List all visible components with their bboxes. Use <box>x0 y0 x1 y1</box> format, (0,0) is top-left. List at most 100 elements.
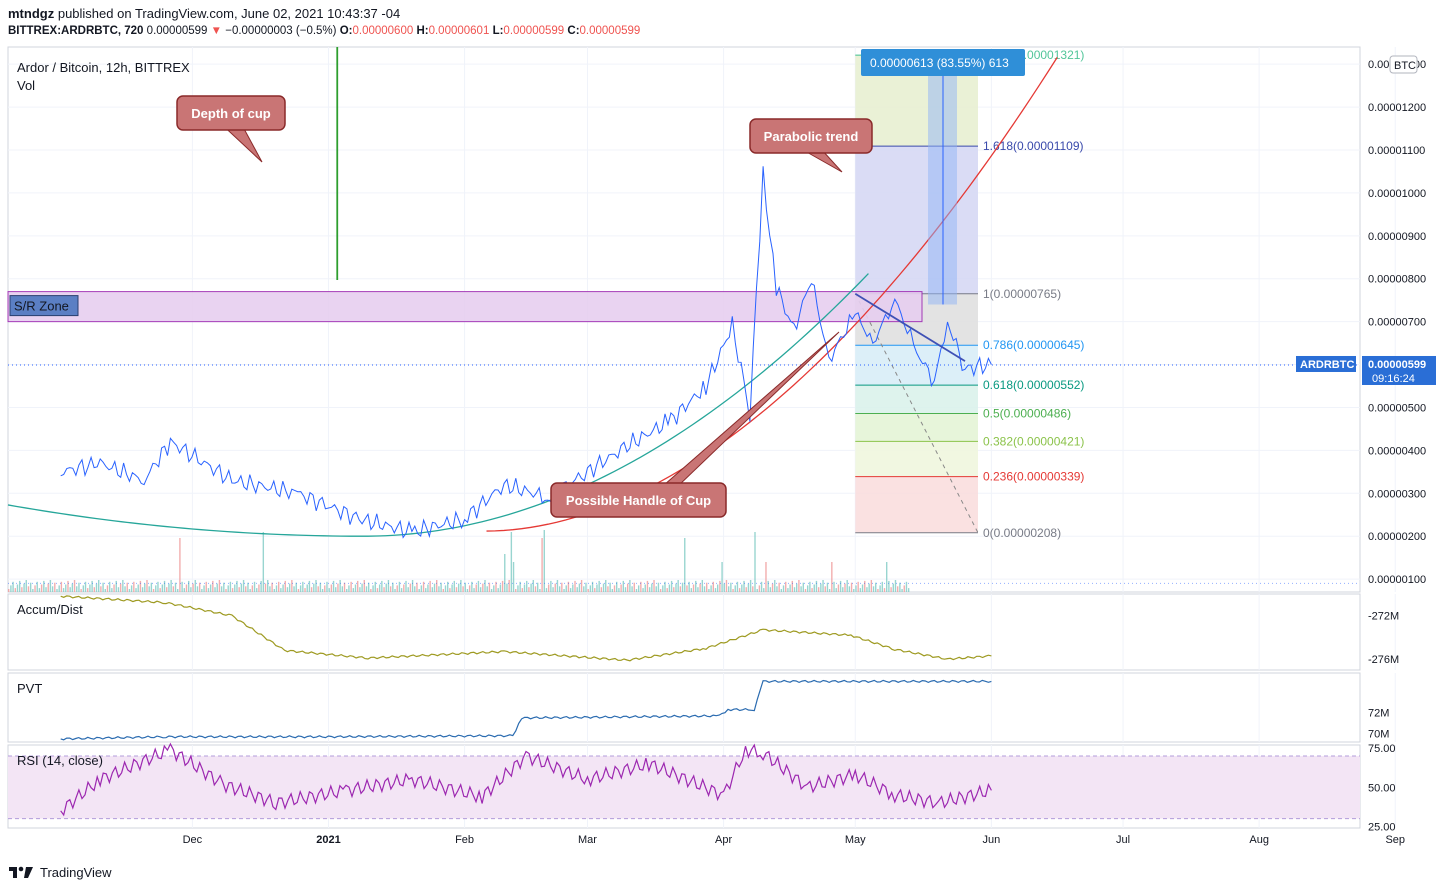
l-value: 0.00000599 <box>503 25 565 37</box>
volume-bar <box>168 583 170 592</box>
l-label: L: <box>492 25 504 37</box>
callout-parabolic-trend-box <box>749 118 873 154</box>
volume-bar <box>185 584 188 592</box>
volume-bar <box>365 586 368 592</box>
volume-bar <box>198 582 201 592</box>
x-tick-label: Mar <box>578 834 597 846</box>
volume-bar <box>637 585 640 592</box>
volume-bar <box>493 585 495 592</box>
volume-bar <box>25 580 27 592</box>
volume-bar <box>806 585 809 592</box>
volume-bar <box>622 580 624 592</box>
volume-bar <box>484 580 486 592</box>
volume-bar <box>833 581 835 592</box>
subpane-y-tick: 50.00 <box>1368 782 1396 794</box>
volume-bar <box>238 587 240 592</box>
volume-bar <box>749 580 752 592</box>
volume-bar <box>91 580 93 592</box>
volume-bar <box>251 585 254 592</box>
volume-bar <box>629 580 631 592</box>
volume-bar <box>486 586 488 592</box>
volume-bar <box>763 588 765 592</box>
volume-bar <box>387 580 390 592</box>
volume-bar <box>835 588 837 592</box>
volume-bar <box>245 586 247 592</box>
subpane-title: PVT <box>17 681 42 696</box>
volume-bar <box>398 581 401 592</box>
volume-bar <box>708 589 710 592</box>
volume-bar <box>482 583 484 592</box>
volume-bar <box>510 532 513 592</box>
volume-bar <box>651 583 653 592</box>
volume-bar <box>490 589 493 592</box>
volume-bar <box>736 581 739 592</box>
volume-bar <box>381 580 383 592</box>
volume-bar <box>815 580 818 592</box>
volume-bar <box>409 583 412 592</box>
volume-bar <box>128 589 131 592</box>
x-tick-label: Sep <box>1385 834 1405 846</box>
volume-bar <box>504 554 506 592</box>
volume-bar <box>831 562 833 592</box>
volume-bar <box>552 587 554 592</box>
fib-level-label: 0.786(0.00000645) <box>983 338 1084 352</box>
callout-depth-of-cup-text: Depth of cup <box>191 106 270 121</box>
fib-zone <box>855 413 978 442</box>
volume-bar <box>104 589 106 592</box>
volume-bar <box>528 587 530 592</box>
volume-bar <box>87 588 89 592</box>
last-price-tag: 0.00000599 <box>1368 359 1426 371</box>
volume-bar <box>330 584 333 592</box>
volume-bar <box>187 580 190 592</box>
volume-bar <box>721 562 723 592</box>
volume-bar <box>414 586 416 592</box>
volume-bar <box>853 589 855 592</box>
volume-bar <box>157 581 159 592</box>
volume-bar <box>828 589 831 592</box>
volume-bar <box>144 583 146 592</box>
volume-bar <box>591 581 594 592</box>
rsi-band <box>8 755 1360 819</box>
sr-zone <box>7 291 923 323</box>
volume-bar <box>214 587 216 592</box>
volume-bar <box>890 587 892 592</box>
volume-bar <box>269 586 271 592</box>
volume-bar <box>416 582 418 592</box>
volume-bar <box>611 589 614 592</box>
volume-bar <box>679 586 682 592</box>
volume-bar <box>209 584 212 592</box>
volume-bar <box>896 586 899 592</box>
y-tick-label: 0.00000900 <box>1368 231 1426 243</box>
volume-bar <box>403 584 405 592</box>
volume-bar <box>348 585 350 592</box>
y-tick-label: 0.00000700 <box>1368 317 1426 329</box>
volume-bar <box>32 589 34 592</box>
volume-bar <box>326 581 328 592</box>
volume-bar <box>846 580 848 592</box>
volume-bar <box>29 582 32 592</box>
volume-bar <box>405 580 407 592</box>
volume-bar <box>554 583 556 592</box>
volume-bar <box>558 586 561 592</box>
volume-bar <box>135 588 137 592</box>
volume-bar <box>563 589 565 592</box>
volume-bar <box>605 580 607 592</box>
volume-bar <box>738 588 741 592</box>
sr-zone-tag <box>9 295 79 317</box>
volume-bar <box>692 584 695 592</box>
volume-bar <box>681 582 684 592</box>
volume-bar <box>872 586 875 592</box>
subpane-y-tick: 70M <box>1368 729 1389 741</box>
volume-bar <box>181 581 183 592</box>
volume-bar <box>455 587 458 592</box>
volume-bar <box>40 584 43 592</box>
volume-bar <box>328 588 330 592</box>
volume-bar <box>530 583 532 592</box>
volume-bar <box>776 586 778 592</box>
volume-bar <box>159 588 161 592</box>
volume-bar <box>54 582 56 592</box>
volume-bar <box>376 588 379 592</box>
fib-zone <box>855 476 978 533</box>
volume-bar <box>659 589 662 592</box>
